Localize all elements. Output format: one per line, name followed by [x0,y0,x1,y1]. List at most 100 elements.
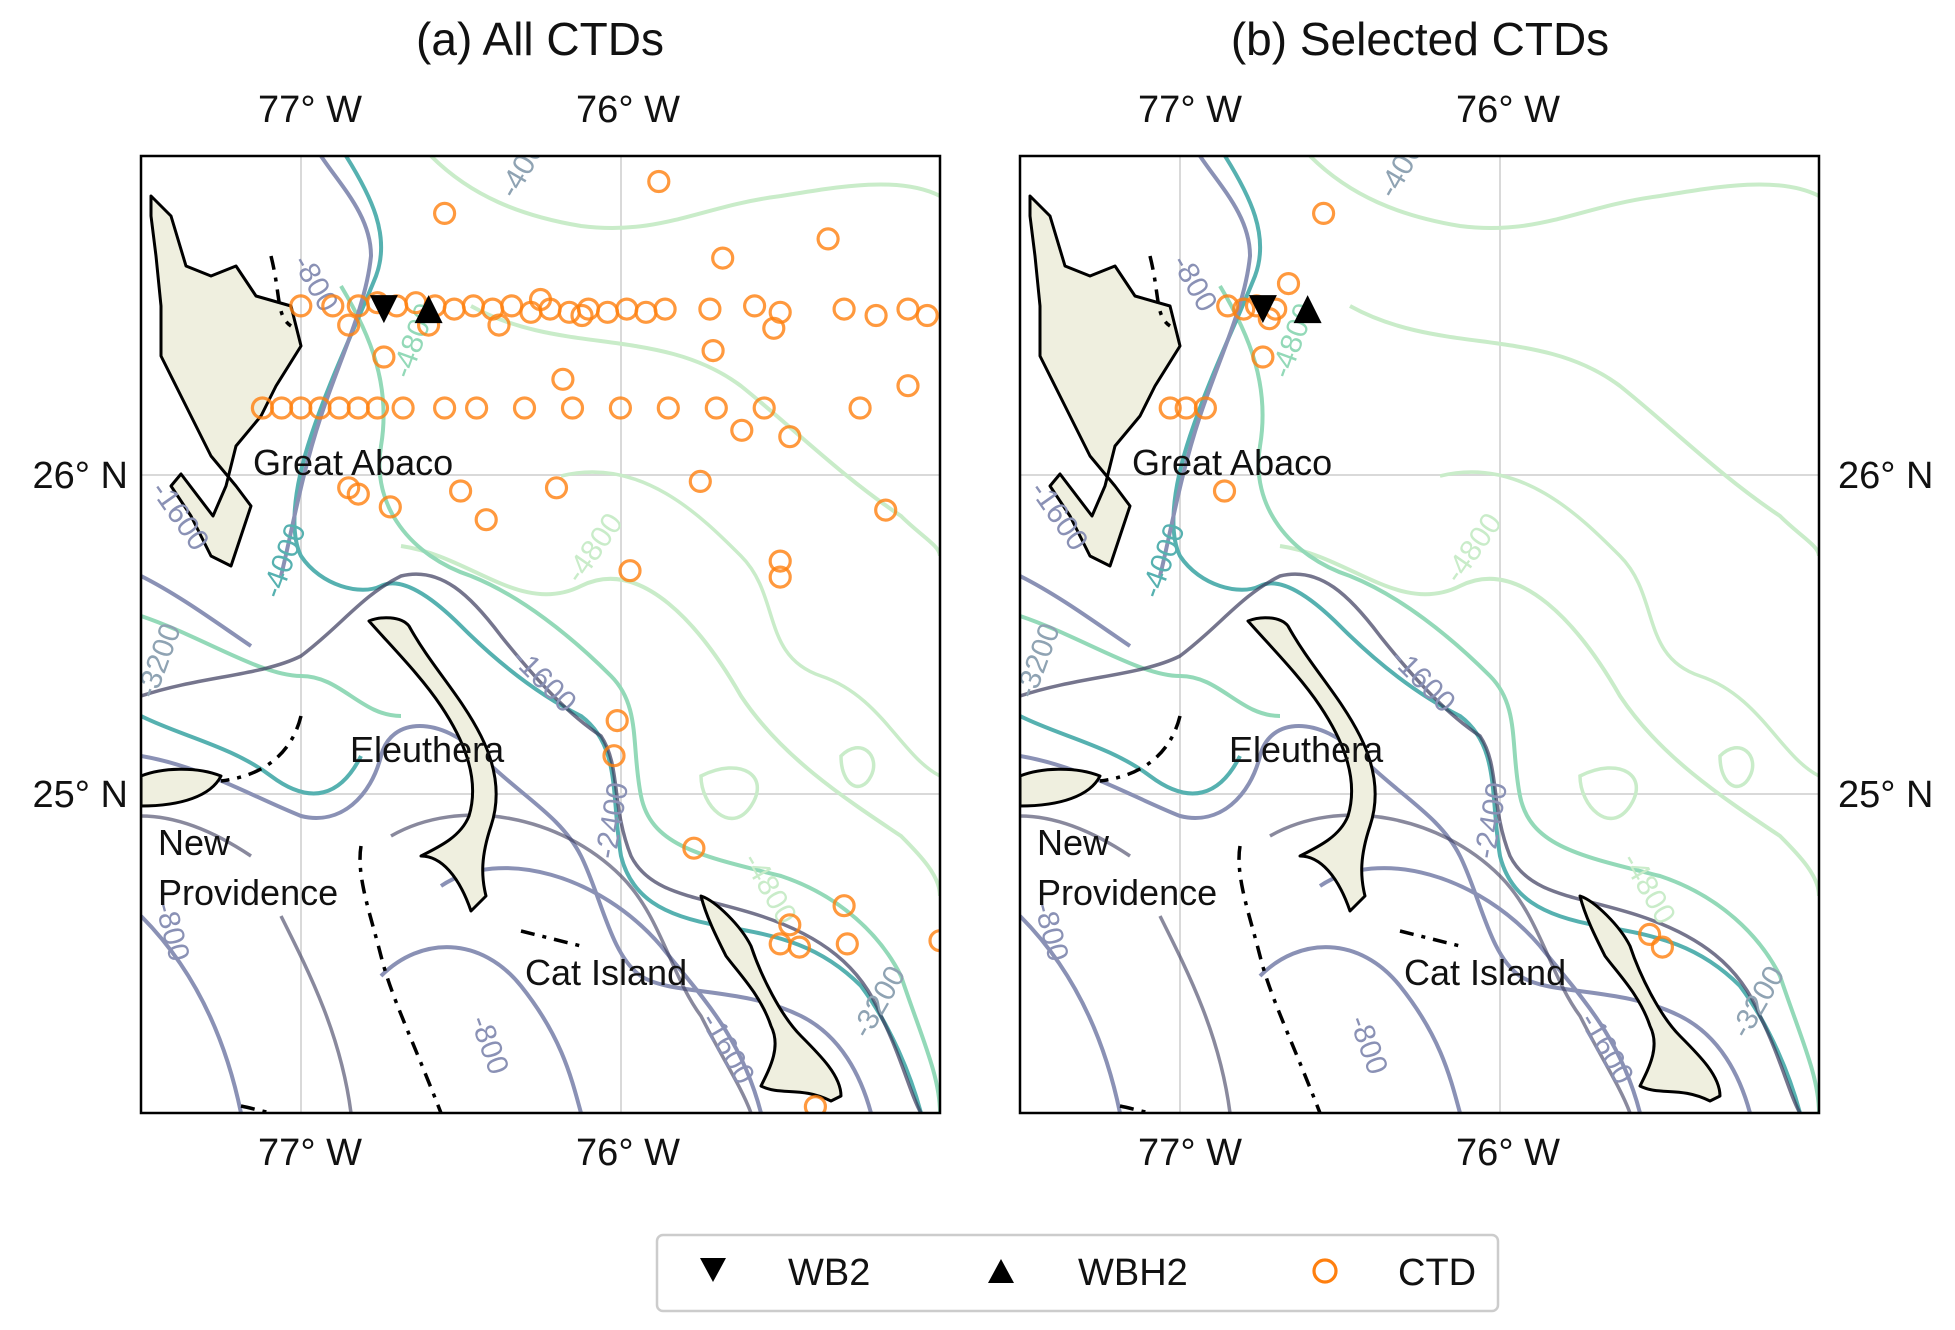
ctd-station [372,345,396,369]
legend-item-ctd: CTD [1312,1252,1476,1294]
island-label: Great Abaco [253,442,453,483]
ctd-station [698,297,722,321]
ctd-station [1650,935,1675,959]
ctd-station [560,396,585,420]
ctd-station [1311,201,1336,225]
ctd-station [928,929,940,953]
panel-a: (a) All CTDs 77° W 76° W -400 -800 -1600… [33,13,942,1174]
ctd-station [289,294,313,318]
ctd-station [391,396,415,420]
ctd-station [449,479,473,503]
circle-open-icon [1312,1258,1338,1284]
island-label: Cat Island [525,952,687,993]
ctd-station [848,396,872,420]
lon-tick-top: 77° W [258,89,362,131]
island-label: New [158,822,231,863]
ctd-station [653,297,677,321]
lat-tick: 25° N [1838,774,1933,816]
ctd-station [682,836,706,860]
ctd-station [742,294,767,318]
ctd-station [704,396,728,420]
panel-title: (a) All CTDs [416,13,664,65]
island-label: Eleuthera [350,729,505,770]
ctd-station [768,549,792,573]
ctd-station [816,227,840,251]
lon-tick-top: 77° W [1138,89,1242,131]
legend: WB2 WBH2 CTD [655,1233,1500,1313]
ctd-station [835,932,859,956]
ctd-station [915,303,939,328]
map-frame [1018,154,1821,1115]
ctd-station [730,418,754,442]
ctd-station [528,287,553,312]
panel-title: (b) Selected CTDs [1231,13,1609,65]
ctd-station [787,935,812,959]
island-label: Providence [1037,872,1217,913]
ctd-station [778,913,802,937]
ctd-station [346,482,370,506]
mooring-layer [369,295,443,324]
map-area: -400 -800 -1600 -4000 -4800 -4800 -3200 … [1020,156,1819,1113]
ctd-station [605,708,629,733]
mooring-wb2-marker [369,295,398,324]
ctd-station [711,246,735,270]
ctd-station [752,396,776,420]
ctd-station [1251,345,1275,369]
ctd-layer [250,169,940,1113]
island-label: Providence [158,872,338,913]
ctd-station [688,469,712,493]
panel-b: (b) Selected CTDs 77° W 76° W -400 -800 … [1018,13,1933,1174]
legend-box [655,1233,1500,1313]
legend-label: WBH2 [1078,1252,1188,1294]
ctd-station [337,313,361,337]
mooring-wb2-marker [1248,295,1277,324]
ctd-station [832,894,856,918]
ctd-station [1212,479,1237,503]
ctd-station [874,498,898,522]
ctd-station [321,294,345,318]
ctd-station [608,396,633,420]
legend-item-wb2: WB2 [700,1252,870,1294]
ctd-station [487,313,511,337]
legend-label: CTD [1398,1252,1476,1294]
ctd-station [618,559,642,583]
ctd-station [474,508,498,532]
triangle-up-icon [988,1259,1014,1283]
lon-tick-top: 76° W [1456,89,1560,131]
ctd-station [1232,297,1256,321]
ctd-station [378,495,402,519]
ctd-station [1216,294,1240,318]
lon-tick-bottom: 76° W [576,1132,680,1174]
ctd-station [1276,272,1301,296]
ctd-station [701,339,725,363]
mooring-layer [1248,295,1322,324]
ctd-station [832,297,856,321]
ctd-station [570,303,594,328]
ctd-station [433,396,457,420]
island-label: Cat Island [1404,952,1566,993]
ctd-station [512,396,537,420]
map-frame [139,154,942,1115]
lon-tick-bottom: 77° W [1138,1132,1242,1174]
lon-tick-top: 76° W [576,89,680,131]
ctd-station [365,396,390,420]
ctd-station [544,476,569,500]
ctd-station [1158,396,1182,420]
triangle-down-icon [700,1258,726,1282]
mooring-wbh2-marker [1293,295,1322,324]
ctd-station [433,201,457,225]
ctd-station [551,367,575,391]
mooring-wbh2-marker [414,295,443,324]
island-label: New [1037,822,1110,863]
ctd-station [1637,922,1662,947]
ctd-station [768,565,792,589]
ctd-station [896,374,920,398]
ctd-station [465,396,489,420]
lat-tick: 26° N [33,455,128,497]
ctd-station [656,396,680,420]
ctd-station [602,744,626,768]
ctd-station [803,1095,827,1113]
ctd-station [1193,396,1218,420]
lat-tick: 26° N [1838,455,1933,497]
